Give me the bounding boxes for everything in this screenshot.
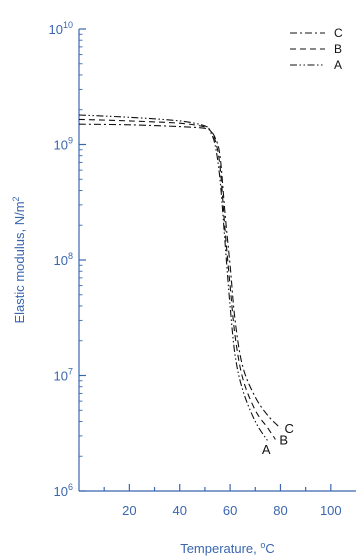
y-tick-label: 109 [54, 136, 73, 153]
y-tick-label: 108 [54, 251, 73, 268]
x-tick-label: 80 [273, 503, 287, 518]
axes: 106 107 108 109 1010 20 40 60 80 100 Temperature, … [11, 20, 356, 556]
curve-end-label-c: C [284, 421, 293, 436]
y-tick-label: 106 [54, 482, 73, 499]
x-tick-label: 60 [223, 503, 237, 518]
series-line-c [78, 123, 281, 429]
x-tick-label: 40 [172, 503, 186, 518]
x-tick-label: 20 [122, 503, 136, 518]
curve-end-labels: CBA [262, 421, 294, 457]
legend: CBA [290, 26, 343, 72]
legend-label-a: A [334, 58, 342, 72]
legend-label-b: B [334, 42, 342, 56]
y-tick-label: 1010 [49, 20, 73, 37]
curve-end-label-a: A [262, 442, 271, 457]
legend-label-c: C [334, 26, 343, 40]
y-tick-label: 107 [54, 367, 73, 384]
curves [78, 114, 281, 442]
x-axis-title: Temperature, oC [180, 540, 275, 556]
x-tick-label: 100 [320, 503, 342, 518]
series-line-b [78, 118, 276, 440]
curve-end-label-b: B [279, 432, 288, 447]
series-line-a [78, 114, 269, 442]
y-axis-title: Elastic modulus, N/m2 [11, 196, 27, 323]
